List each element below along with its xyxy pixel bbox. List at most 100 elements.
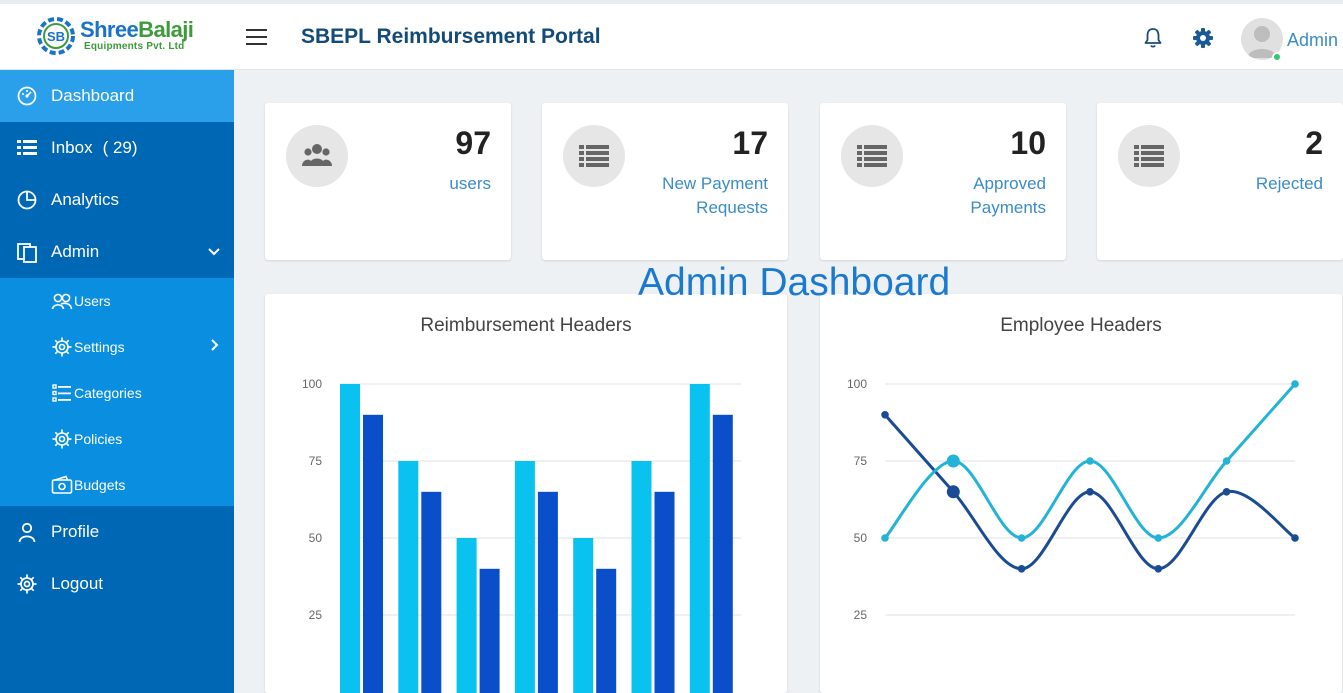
bar — [654, 491, 675, 693]
wallet-icon — [51, 475, 73, 494]
stat-value: 10 — [1010, 125, 1046, 161]
stat-card-users[interactable]: 97 users — [265, 103, 511, 260]
sidebar-subitem-budgets[interactable]: Budgets — [0, 462, 234, 508]
list-icon — [1134, 145, 1164, 167]
category-list-icon — [52, 384, 71, 402]
company-logo[interactable]: SB ShreeBalaji Equipments Pvt. Ltd — [34, 14, 204, 60]
data-point — [1222, 457, 1231, 465]
y-tick-label: 50 — [854, 531, 868, 545]
stat-caption-line: Requests — [696, 198, 768, 217]
users-group-icon — [302, 144, 332, 166]
sidebar-subitem-categories[interactable]: Categories — [0, 370, 234, 416]
stat-caption: users — [449, 174, 491, 193]
stat-card-rejected[interactable]: 2 Rejected — [1097, 103, 1343, 260]
bar — [537, 491, 558, 693]
stat-value: 2 — [1305, 125, 1323, 161]
data-point — [881, 411, 889, 419]
y-tick-label: 100 — [847, 377, 867, 391]
user-name[interactable]: Admin — [1287, 30, 1339, 50]
sidebar-item-label: Logout — [51, 574, 103, 593]
bar — [631, 461, 652, 693]
dashboard-gauge-icon — [17, 86, 37, 106]
person-icon — [18, 522, 36, 543]
sidebar-item-label: Dashboard — [51, 86, 135, 105]
bar-chart: 25 50 75 100 — [302, 377, 741, 693]
gear-icon — [52, 429, 72, 449]
stat-card-new-payment-requests[interactable]: 17 New Payment Requests — [542, 103, 788, 260]
sidebar: Dashboard Inbox ( 29) Analytics Admin — [0, 70, 234, 693]
stat-icon-circle — [563, 125, 625, 187]
bar — [398, 461, 419, 693]
sidebar-item-inbox[interactable]: Inbox ( 29) — [0, 122, 234, 174]
logo-wordmark: ShreeBalaji — [80, 17, 194, 42]
bar — [340, 384, 360, 693]
gear-icon — [17, 574, 37, 594]
gear-icon — [52, 337, 72, 357]
stat-caption: Approved Payments — [846, 172, 1046, 220]
menu-toggle-icon[interactable] — [245, 26, 269, 48]
sidebar-item-admin[interactable]: Admin — [0, 226, 234, 278]
bar — [363, 414, 383, 693]
sidebar-subitem-label: Users — [74, 293, 111, 309]
stat-card-approved-payments[interactable]: 10 Approved Payments — [820, 103, 1066, 260]
data-point — [946, 485, 960, 499]
bar — [712, 414, 733, 693]
sidebar-subitem-policies[interactable]: Policies — [0, 416, 234, 462]
bar — [596, 568, 617, 693]
data-point — [1086, 488, 1094, 496]
users-icon — [51, 293, 73, 310]
data-point — [1017, 565, 1026, 573]
stat-value: 17 — [732, 125, 768, 161]
chart-card-employee-headers: Employee Headers 25 50 75 100 — [820, 294, 1342, 693]
logo-subtitle: Equipments Pvt. Ltd — [84, 41, 185, 52]
top-header: SB ShreeBalaji Equipments Pvt. Ltd SBEPL… — [0, 0, 1343, 70]
sidebar-item-label: Profile — [51, 522, 100, 541]
data-point — [1154, 534, 1163, 542]
chevron-right-icon — [211, 339, 219, 351]
page-heading: Admin Dashboard — [638, 261, 951, 304]
data-point — [881, 534, 889, 542]
y-tick-label: 75 — [854, 454, 868, 468]
sidebar-item-dashboard[interactable]: Dashboard — [0, 70, 234, 122]
bar — [689, 384, 710, 693]
chart-title: Employee Headers — [1000, 315, 1162, 336]
stat-icon-circle — [1118, 125, 1180, 187]
stat-icon-circle — [841, 125, 903, 187]
logo-emblem-icon: SB — [37, 17, 75, 55]
stat-caption: New Payment Requests — [568, 172, 768, 220]
sidebar-item-inbox-label-group: Inbox ( 29) — [51, 122, 138, 174]
inbox-count-badge: ( 29) — [102, 138, 138, 157]
sidebar-subitem-settings[interactable]: Settings — [0, 324, 234, 370]
svg-text:SB: SB — [47, 29, 65, 44]
list-icon — [857, 145, 887, 167]
y-tick-label: 50 — [309, 531, 323, 545]
stat-caption-line: New Payment — [662, 174, 768, 193]
sidebar-item-profile[interactable]: Profile — [0, 506, 234, 558]
y-tick-label: 25 — [309, 608, 323, 622]
bar — [479, 568, 500, 693]
pie-chart-icon — [17, 190, 37, 210]
sidebar-subitem-label: Categories — [74, 385, 142, 401]
sidebar-item-label: Analytics — [51, 190, 120, 209]
notifications-bell-icon[interactable] — [1141, 26, 1165, 50]
sidebar-item-logout[interactable]: Logout — [0, 558, 234, 610]
sidebar-subitem-users[interactable]: Users — [0, 278, 234, 324]
chart-card-reimbursement-headers: Reimbursement Headers 25 50 75 100 — [265, 294, 787, 693]
y-tick-label: 25 — [854, 608, 868, 622]
data-point — [1291, 380, 1299, 388]
line-chart: 25 50 75 100 — [847, 377, 1299, 622]
data-point — [1154, 565, 1163, 573]
online-status-indicator — [1272, 52, 1282, 62]
copy-window-icon — [17, 243, 37, 263]
sidebar-subitem-label: Settings — [74, 339, 125, 355]
list-icon — [579, 145, 609, 167]
chevron-down-icon — [208, 248, 220, 256]
sidebar-subitem-label: Budgets — [74, 477, 126, 493]
sidebar-item-analytics[interactable]: Analytics — [0, 174, 234, 226]
settings-gear-icon[interactable] — [1191, 26, 1215, 50]
list-icon — [17, 140, 37, 155]
sidebar-subitem-label: Policies — [74, 431, 123, 447]
bar — [456, 538, 477, 693]
data-point — [946, 454, 960, 468]
data-point — [1291, 534, 1299, 542]
